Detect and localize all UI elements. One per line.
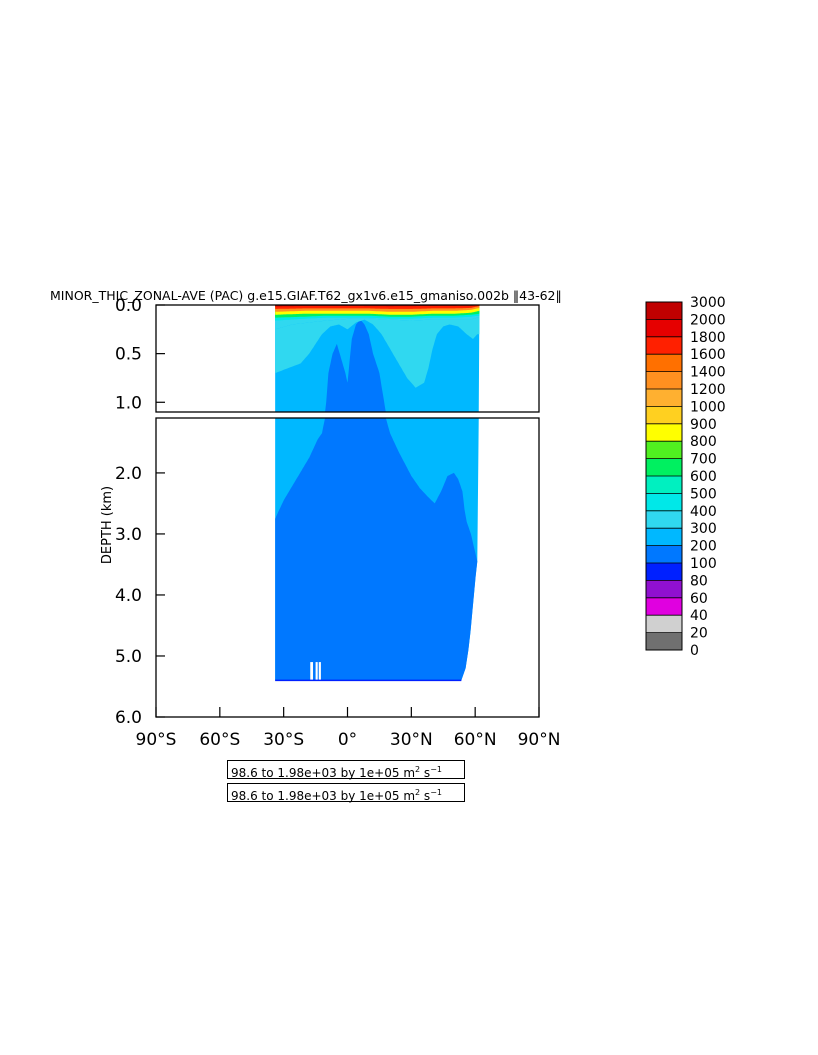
colorbar-swatch (646, 389, 682, 407)
y-axis: 0.0 0.5 1.0 2.0 3.0 4.0 5.0 6.0 (115, 296, 165, 728)
colorbar-label: 60 (690, 591, 708, 607)
field-band-upper (325, 319, 386, 412)
colorbar-label: 1600 (690, 347, 726, 363)
colorbar-label: 20 (690, 626, 708, 642)
colorbar-label: 100 (690, 556, 717, 572)
colorbar-swatch (646, 476, 682, 494)
x-tick-label: 60°S (199, 730, 240, 750)
x-tick-label: 30°N (390, 730, 433, 750)
colorbar-swatch (646, 371, 682, 389)
colorbar-swatch (646, 493, 682, 511)
colorbar-swatch (646, 510, 682, 529)
missing-data-gap (318, 662, 321, 681)
missing-data-gap (315, 662, 318, 681)
contour-info-box: 98.6 to 1.98e+03 by 1e+05 m2 s−1 (227, 760, 465, 780)
colorbar-label: 200 (690, 539, 717, 555)
colorbar-swatch (646, 336, 682, 355)
colorbar-label: 500 (690, 486, 717, 502)
colorbar-swatch (646, 423, 682, 442)
colorbar-swatch (646, 319, 682, 337)
x-tick-label: 0° (338, 730, 357, 750)
x-tick-label: 90°N (518, 730, 561, 750)
contour-info-unit: s (420, 766, 431, 780)
contour-info-exponent: 2 (415, 765, 421, 774)
chart-title: MINOR_THIC_ZONAL-AVE (PAC) g.e15.GIAF.T6… (50, 288, 562, 303)
contour-info-exponent-2: −1 (430, 765, 442, 774)
colorbar-label: 1200 (690, 382, 726, 398)
x-axis: 90°S 60°S 30°S 0° 30°N 60°N 90°N (136, 707, 561, 750)
y-tick-label: 3.0 (115, 525, 142, 545)
shade-info-exponent: 2 (415, 788, 421, 797)
colorbar-label: 40 (690, 608, 708, 624)
missing-data-gap (310, 801, 313, 830)
y-tick-label: 6.0 (115, 708, 142, 728)
colorbar-swatch (646, 302, 682, 320)
x-tick-label: 30°S (263, 730, 304, 750)
y-tick-label: 0.5 (115, 345, 142, 365)
y-tick-label: 0.0 (115, 296, 142, 316)
colorbar-swatch (646, 441, 682, 459)
colorbar-label: 700 (690, 452, 717, 468)
field-band-lower (275, 418, 480, 681)
shade-info-box: 98.6 to 1.98e+03 by 1e+05 m2 s−1 (227, 783, 465, 803)
colorbar-swatch (646, 615, 682, 633)
field-band-upper (275, 317, 480, 388)
colorbar-swatch (646, 528, 682, 546)
upper-panel-field (275, 305, 480, 830)
x-tick-label: 90°S (136, 730, 177, 750)
colorbar-label: 1800 (690, 330, 726, 346)
colorbar-label: 0 (690, 643, 699, 659)
y-tick-label: 2.0 (115, 464, 142, 484)
colorbar-swatch (646, 563, 682, 581)
shade-info-exponent-2: −1 (430, 788, 442, 797)
colorbar-label: 300 (690, 521, 717, 537)
colorbar-swatch (646, 597, 682, 616)
missing-data-gap (310, 662, 314, 681)
upper-panel-frame (155, 304, 540, 413)
colorbar-label: 2000 (690, 312, 726, 328)
colorbar: 3000200018001600140012001000900800700600… (645, 295, 726, 659)
shade-info-unit: s (420, 789, 431, 803)
colorbar-swatch (646, 458, 682, 476)
y-tick-label: 1.0 (115, 393, 142, 413)
colorbar-label: 600 (690, 469, 717, 485)
colorbar-label: 1000 (690, 399, 726, 415)
colorbar-label: 900 (690, 417, 717, 433)
colorbar-swatch (646, 545, 682, 563)
colorbar-label: 1400 (690, 365, 726, 381)
shade-info-text: 98.6 to 1.98e+03 by 1e+05 m (231, 789, 416, 803)
missing-data-gap (319, 801, 321, 830)
y-tick-label: 4.0 (115, 586, 142, 606)
colorbar-label: 400 (690, 504, 717, 520)
missing-data-gap (316, 801, 318, 830)
colorbar-label: 3000 (690, 295, 726, 311)
colorbar-swatch (646, 354, 682, 372)
lower-panel-field (275, 418, 480, 682)
contour-info-text: 98.6 to 1.98e+03 by 1e+05 m (231, 766, 416, 780)
colorbar-swatch (646, 580, 682, 598)
colorbar-swatch (646, 406, 682, 424)
colorbar-label: 80 (690, 573, 708, 589)
x-tick-label: 60°N (454, 730, 497, 750)
y-axis-label: DEPTH (km) (100, 486, 115, 564)
y-tick-label: 5.0 (115, 647, 142, 667)
colorbar-swatch (646, 632, 682, 650)
colorbar-label: 800 (690, 434, 717, 450)
